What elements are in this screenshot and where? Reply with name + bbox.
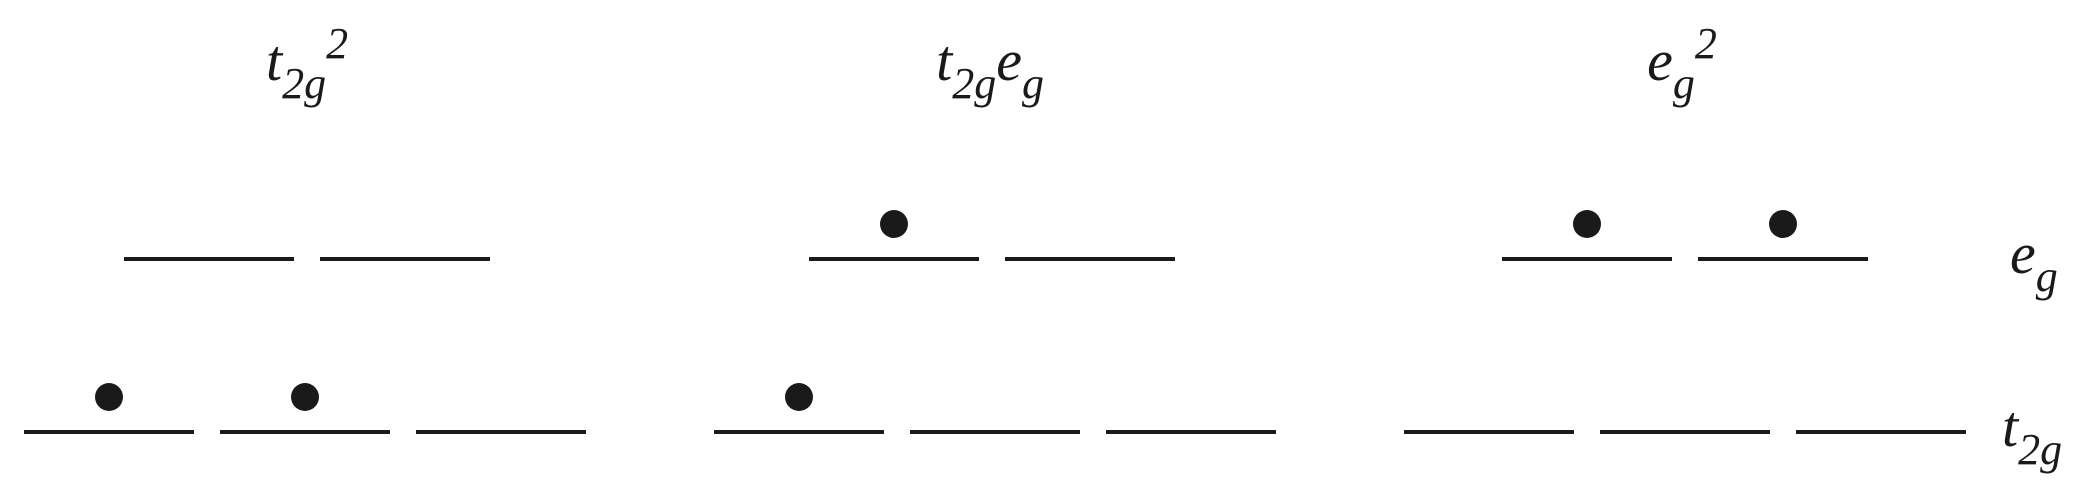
t2g-label-subscript: 2g — [2018, 425, 2063, 474]
electron-dot — [880, 210, 908, 238]
eg-label-subscript: g — [2035, 252, 2058, 301]
electron-dot — [785, 383, 813, 411]
electron-dot — [1573, 210, 1601, 238]
title-subscript: g — [1672, 59, 1695, 108]
electron-dot — [291, 383, 319, 411]
eg-level-label: eg — [2010, 225, 2058, 299]
electron-dot — [1769, 210, 1797, 238]
title-base-2: e — [996, 28, 1022, 93]
t2g-label-base: t — [2002, 394, 2019, 459]
title-subscript-2: g — [1021, 59, 1044, 108]
title-base: t — [936, 28, 953, 93]
electron-dot — [95, 383, 123, 411]
title-t2g-eg: t2geg — [936, 32, 1044, 106]
title-subscript: 2g — [282, 59, 327, 108]
eg-label-base: e — [2010, 221, 2036, 286]
title-subscript: 2g — [952, 59, 997, 108]
title-base: e — [1647, 28, 1673, 93]
t2g-level-label: t2g — [2002, 398, 2062, 472]
title-t2g-squared: t2g2 — [266, 22, 348, 106]
title-eg-squared: eg2 — [1647, 22, 1717, 106]
title-superscript: 2 — [1694, 19, 1717, 68]
title-superscript: 2 — [326, 19, 349, 68]
title-base: t — [265, 28, 283, 93]
